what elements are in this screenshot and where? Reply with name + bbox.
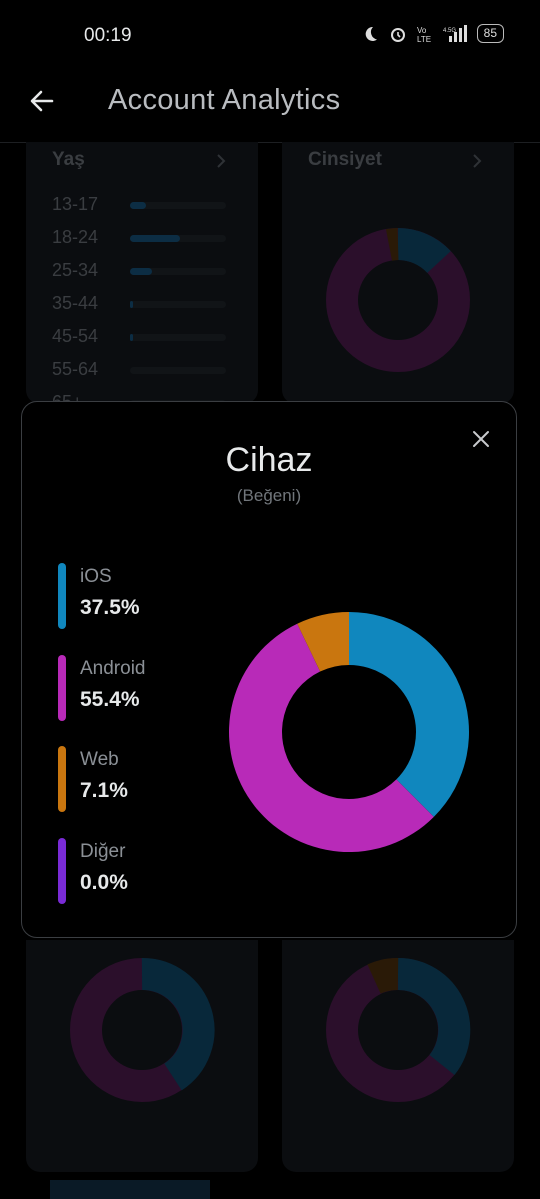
age-row-bar xyxy=(130,301,226,308)
age-row-bar xyxy=(130,235,226,242)
page-title: Account Analytics xyxy=(108,84,341,116)
bottom-left-donut xyxy=(70,957,215,1102)
modal-title: Cihaz xyxy=(225,441,313,479)
legend-value: 55.4% xyxy=(80,688,140,711)
donut-slice-web xyxy=(297,612,349,672)
age-row-label: 13-17 xyxy=(52,194,99,214)
chevron-right-icon xyxy=(473,154,482,168)
donut-slice-ios xyxy=(349,612,469,817)
age-row-bar xyxy=(130,334,226,341)
age-row-bar-fill xyxy=(130,334,133,341)
legend-value: 7.1% xyxy=(80,779,128,802)
moon-icon xyxy=(365,26,377,41)
gender-card[interactable]: Cinsiyet xyxy=(282,142,514,404)
legend-item-other: Diğer 0.0% xyxy=(58,836,208,906)
bottom-left-card[interactable] xyxy=(26,940,258,1172)
device-donut-chart xyxy=(229,612,469,852)
gender-donut xyxy=(326,228,470,372)
status-bar: 00:19 Vo LTE 4.5G 85 xyxy=(0,0,540,70)
svg-text:LTE: LTE xyxy=(417,35,431,43)
legend-value: 37.5% xyxy=(80,596,140,619)
donut-slice-android xyxy=(229,623,434,852)
chevron-right-icon xyxy=(217,154,226,168)
age-row-label: 25-34 xyxy=(52,260,99,280)
age-row-bar-fill xyxy=(130,202,147,209)
signal-icon: 4.5G xyxy=(443,24,467,42)
age-card-title: Yaş xyxy=(52,149,85,170)
legend-item-android: Android 55.4% xyxy=(58,653,208,723)
age-row-label: 18-24 xyxy=(52,227,99,247)
modal-subtitle: (Beğeni) xyxy=(236,486,302,505)
back-arrow-icon[interactable] xyxy=(28,87,56,115)
legend-swatch xyxy=(58,563,66,629)
age-row-bar xyxy=(130,367,226,374)
legend-item-web: Web 7.1% xyxy=(58,744,208,814)
gender-card-title: Cinsiyet xyxy=(308,149,382,170)
legend-label: Android xyxy=(80,658,146,679)
app-bar: Account Analytics xyxy=(0,70,540,143)
legend-swatch xyxy=(58,655,66,721)
close-icon[interactable] xyxy=(472,430,490,448)
age-row-label: 35-44 xyxy=(52,293,99,313)
svg-text:4.5G: 4.5G xyxy=(443,28,456,34)
age-row-bar xyxy=(130,268,226,275)
legend-item-ios: iOS 37.5% xyxy=(58,561,208,631)
age-row-bar-fill xyxy=(130,235,180,242)
battery-indicator: 85 xyxy=(476,24,504,43)
age-row-bar-fill xyxy=(130,301,133,308)
status-icons: Vo LTE 4.5G 85 xyxy=(361,24,504,43)
status-time: 00:19 xyxy=(84,25,132,46)
bottom-right-donut xyxy=(326,957,471,1102)
age-row-label: 45-54 xyxy=(52,326,99,346)
alarm-icon xyxy=(390,27,405,42)
bottom-strip xyxy=(50,1180,210,1199)
svg-text:Vo: Vo xyxy=(417,26,427,35)
legend-swatch xyxy=(58,838,66,904)
legend-value: 0.0% xyxy=(80,871,128,894)
device-modal: Cihaz (Beğeni) iOS 37.5% Android 55.4% W… xyxy=(21,401,517,938)
bottom-right-card[interactable] xyxy=(282,940,514,1172)
age-row-bar-fill xyxy=(130,268,153,275)
legend-label: iOS xyxy=(80,566,112,587)
legend-label: Web xyxy=(80,749,119,770)
age-row-bar xyxy=(130,202,226,209)
legend-label: Diğer xyxy=(80,841,126,862)
age-row-label: 55-64 xyxy=(52,359,99,379)
legend-swatch xyxy=(58,746,66,812)
